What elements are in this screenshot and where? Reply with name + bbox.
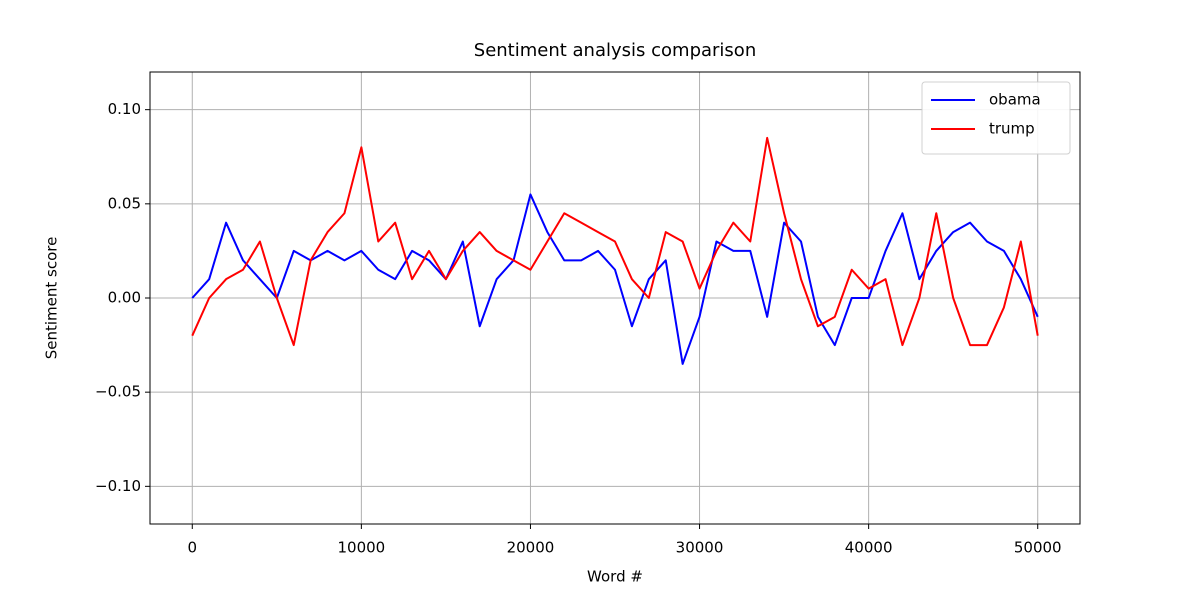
y-tick-label: 0.10 xyxy=(108,100,141,118)
x-tick-label: 10000 xyxy=(338,539,386,557)
y-tick-label: 0.05 xyxy=(108,194,141,212)
series-line xyxy=(191,193,1039,365)
x-tick-label: 0 xyxy=(187,539,197,557)
legend-label: obama xyxy=(989,91,1041,109)
x-tick-label: 30000 xyxy=(676,539,724,557)
x-tick-label: 50000 xyxy=(1014,539,1062,557)
plot-frame xyxy=(149,71,1081,525)
y-axis-label: Sentiment score xyxy=(43,237,61,360)
chart-title: Sentiment analysis comparison xyxy=(474,40,756,61)
y-tick-label: −0.05 xyxy=(95,383,141,401)
series-line xyxy=(191,136,1039,347)
x-axis-label: Word # xyxy=(587,568,643,586)
legend-label: trump xyxy=(989,120,1035,138)
y-tick-label: 0.00 xyxy=(108,289,141,307)
x-tick-label: 40000 xyxy=(845,539,893,557)
x-tick-label: 20000 xyxy=(507,539,555,557)
y-tick-label: −0.10 xyxy=(95,477,141,495)
